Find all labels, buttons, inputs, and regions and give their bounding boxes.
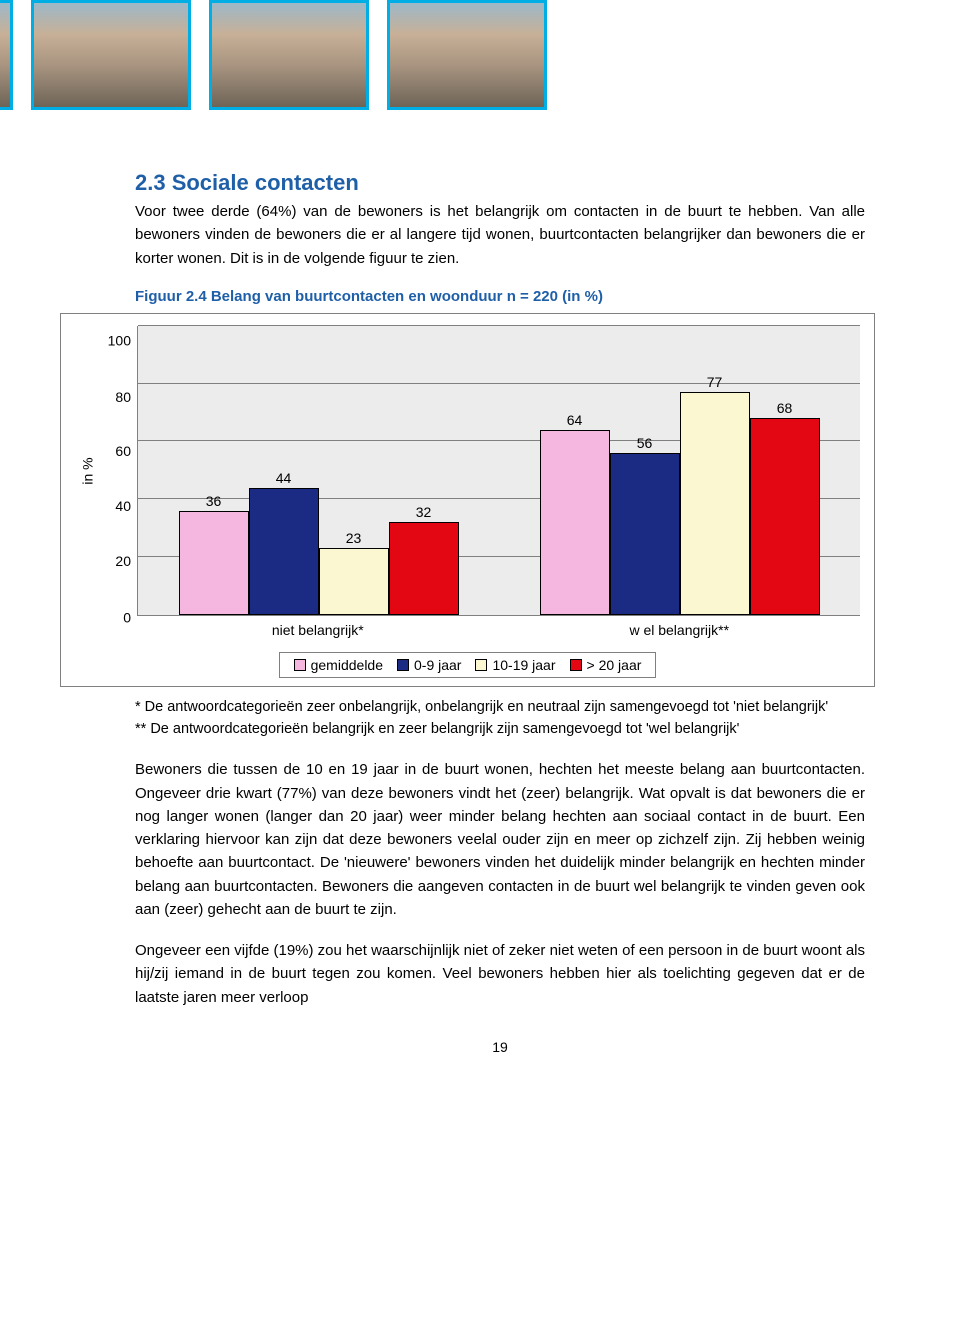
chart-footnotes: * De antwoordcategorieën zeer onbelangri… — [135, 697, 865, 741]
bar: 23 — [319, 326, 389, 615]
footnote-2: ** De antwoordcategorieën belangrijk en … — [135, 719, 865, 741]
legend-swatch — [570, 659, 582, 671]
x-tick: niet belangrijk* — [137, 616, 499, 638]
bar-value-label: 36 — [206, 493, 222, 509]
x-axis: niet belangrijk*w el belangrijk** — [137, 616, 860, 638]
bar-value-label: 68 — [777, 400, 793, 416]
bar-value-label: 56 — [637, 435, 653, 451]
bar: 77 — [680, 326, 750, 615]
bar-value-label: 23 — [346, 530, 362, 546]
legend-label: gemiddelde — [311, 657, 383, 673]
bar-value-label: 32 — [416, 504, 432, 520]
bar: 56 — [610, 326, 680, 615]
body-paragraph: Ongeveer een vijfde (19%) zou het waarsc… — [135, 939, 865, 1009]
photo-frame — [387, 0, 547, 110]
bar: 32 — [389, 326, 459, 615]
y-tick: 40 — [115, 498, 131, 514]
bar-group: 64 56 77 68 — [499, 326, 860, 615]
legend-item: gemiddelde — [294, 657, 383, 673]
legend-swatch — [475, 659, 487, 671]
legend-swatch — [397, 659, 409, 671]
bar-group: 36 44 23 32 — [138, 326, 499, 615]
y-tick: 100 — [108, 332, 131, 348]
page-number: 19 — [135, 1039, 865, 1075]
body-paragraph: Bewoners die tussen de 10 en 19 jaar in … — [135, 758, 865, 921]
legend-label: > 20 jaar — [587, 657, 642, 673]
chart-bar-groups: 36 44 23 32 64 56 77 68 — [138, 326, 860, 615]
chart-plot: 36 44 23 32 64 56 77 68 — [137, 326, 860, 616]
page-content: 2.3 Sociale contacten Voor twee derde (6… — [0, 170, 960, 1075]
chart-container: in % 100 80 60 40 20 0 36 44 23 32 64 56 77 68 niet … — [60, 313, 875, 687]
legend-label: 10-19 jaar — [492, 657, 555, 673]
bar-value-label: 64 — [567, 412, 583, 428]
legend-swatch — [294, 659, 306, 671]
y-tick: 80 — [115, 389, 131, 405]
photo-frame — [31, 0, 191, 110]
bar: 36 — [179, 326, 249, 615]
y-axis-ticks: 100806040200 — [101, 326, 137, 616]
legend-label: 0-9 jaar — [414, 657, 461, 673]
photo-frame — [209, 0, 369, 110]
y-tick: 20 — [115, 553, 131, 569]
photo-strip — [0, 0, 960, 140]
photo-frame — [0, 0, 13, 110]
intro-paragraph: Voor twee derde (64%) van de bewoners is… — [135, 200, 865, 270]
bar: 64 — [540, 326, 610, 615]
legend-item: 0-9 jaar — [397, 657, 461, 673]
section-heading: 2.3 Sociale contacten — [135, 170, 865, 196]
footnote-1: * De antwoordcategorieën zeer onbelangri… — [135, 697, 865, 719]
legend-item: 10-19 jaar — [475, 657, 555, 673]
bar-value-label: 44 — [276, 470, 292, 486]
chart-area: in % 100806040200 3644233264567768 — [75, 326, 860, 616]
y-tick: 0 — [123, 609, 131, 625]
bar-value-label: 77 — [707, 374, 723, 390]
chart-legend: gemiddelde 0-9 jaar 10-19 jaar > 20 jaar — [279, 652, 657, 678]
bar: 68 — [750, 326, 820, 615]
bar: 44 — [249, 326, 319, 615]
figure-title: Figuur 2.4 Belang van buurtcontacten en … — [135, 288, 865, 305]
x-tick: w el belangrijk** — [499, 616, 861, 638]
legend-item: > 20 jaar — [570, 657, 642, 673]
y-axis-label: in % — [75, 326, 101, 616]
y-tick: 60 — [115, 443, 131, 459]
